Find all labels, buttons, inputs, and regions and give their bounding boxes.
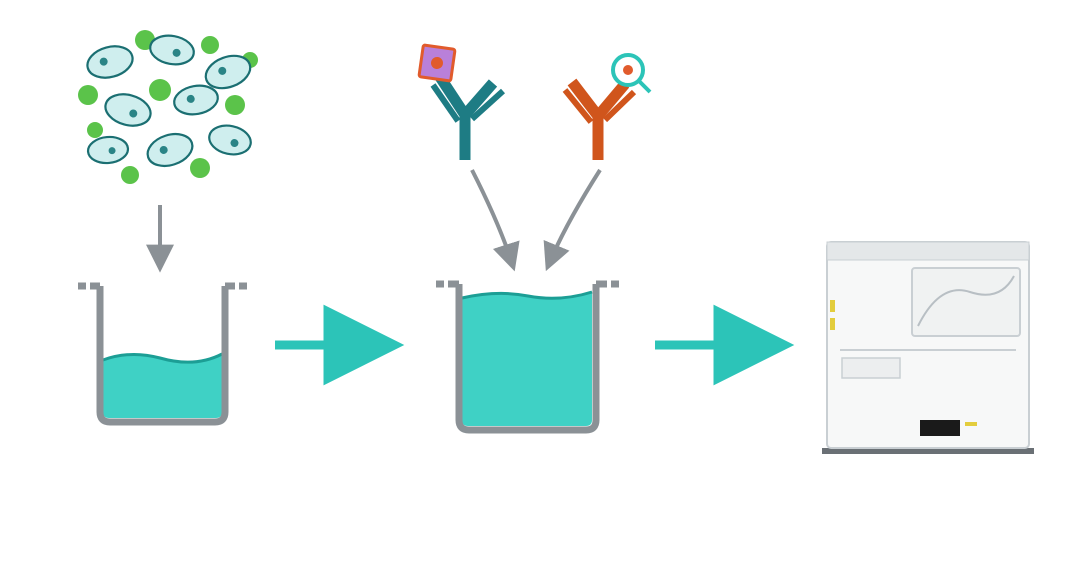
instrument-icon — [822, 242, 1034, 454]
antibody-1 — [419, 45, 503, 160]
workflow-diagram — [0, 0, 1080, 564]
arrow-curve-icon — [472, 170, 513, 266]
cells-cluster — [78, 30, 258, 184]
antibody-2 — [565, 55, 650, 160]
arrow-curve-icon — [548, 170, 600, 266]
well-1 — [78, 286, 247, 422]
well-2 — [436, 284, 619, 430]
